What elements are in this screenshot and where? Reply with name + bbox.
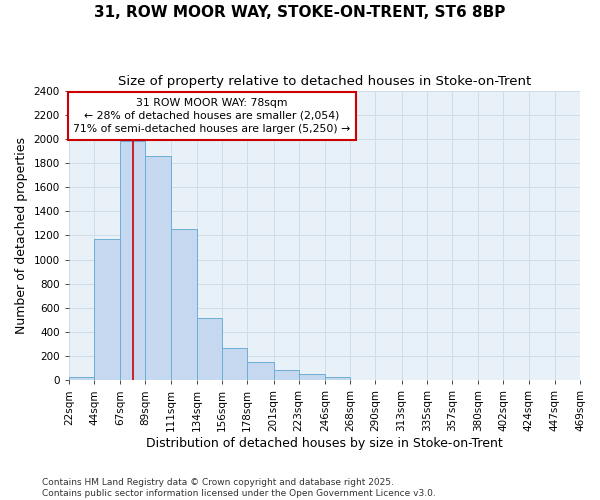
Bar xyxy=(69,376,94,380)
Y-axis label: Number of detached properties: Number of detached properties xyxy=(15,137,28,334)
Bar xyxy=(274,370,299,380)
Bar xyxy=(222,348,247,380)
Bar xyxy=(197,318,222,380)
Bar xyxy=(170,230,197,380)
Bar xyxy=(145,156,170,380)
Bar xyxy=(247,362,274,380)
Title: Size of property relative to detached houses in Stoke-on-Trent: Size of property relative to detached ho… xyxy=(118,75,531,88)
Bar xyxy=(120,142,145,380)
Bar xyxy=(299,374,325,380)
Text: 31 ROW MOOR WAY: 78sqm
← 28% of detached houses are smaller (2,054)
71% of semi-: 31 ROW MOOR WAY: 78sqm ← 28% of detached… xyxy=(73,98,351,134)
Text: 31, ROW MOOR WAY, STOKE-ON-TRENT, ST6 8BP: 31, ROW MOOR WAY, STOKE-ON-TRENT, ST6 8B… xyxy=(94,5,506,20)
Text: Contains HM Land Registry data © Crown copyright and database right 2025.
Contai: Contains HM Land Registry data © Crown c… xyxy=(42,478,436,498)
Bar xyxy=(94,239,120,380)
Bar xyxy=(325,376,350,380)
X-axis label: Distribution of detached houses by size in Stoke-on-Trent: Distribution of detached houses by size … xyxy=(146,437,503,450)
